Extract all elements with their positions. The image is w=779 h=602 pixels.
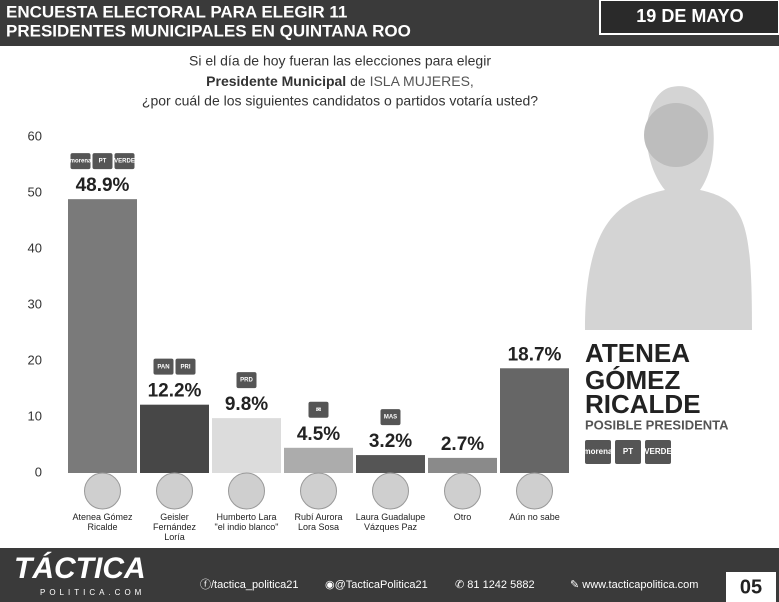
party-logo-box bbox=[175, 358, 196, 375]
party-logo-box bbox=[380, 409, 401, 426]
avatar bbox=[228, 472, 265, 510]
party-logo-box bbox=[92, 153, 113, 170]
x-tick-label: Atenea Gómez Ricalde bbox=[72, 512, 133, 532]
bar bbox=[68, 199, 137, 473]
avatar bbox=[444, 472, 481, 510]
title-line: PRESIDENTES MUNICIPALES EN QUINTANA ROO bbox=[6, 21, 411, 40]
bar bbox=[140, 404, 209, 473]
candidate-photo-head bbox=[644, 103, 708, 167]
bar bbox=[284, 447, 353, 473]
bar bbox=[428, 457, 497, 473]
page-box bbox=[726, 572, 776, 602]
y-tick-label: 40 bbox=[28, 240, 42, 255]
value-label: 2.7% bbox=[441, 434, 484, 455]
y-tick-label: 50 bbox=[28, 184, 42, 199]
question-mid: de bbox=[350, 73, 366, 89]
x-tick-label: Rubí Aurora Lora Sosa bbox=[294, 512, 343, 532]
party-logo-box bbox=[236, 372, 257, 389]
bar bbox=[356, 455, 425, 473]
page-number: 05 bbox=[740, 576, 762, 598]
featured-role: POSIBLE PRESIDENTA bbox=[585, 417, 729, 432]
y-tick-label: 0 bbox=[35, 464, 42, 479]
bar bbox=[212, 418, 281, 473]
y-tick-label: 10 bbox=[28, 408, 42, 423]
value-label: 12.2% bbox=[148, 381, 202, 402]
question: Si el día de hoy fueran las elecciones p… bbox=[189, 53, 491, 69]
party-logo: morena bbox=[584, 447, 613, 456]
facebook: ⓕ/tactica_politica21 bbox=[200, 578, 298, 591]
avatar bbox=[300, 472, 337, 510]
brand: TÁCTICA bbox=[14, 551, 146, 585]
brand-sub: POLITICA.COM bbox=[40, 588, 145, 597]
question-bold: Presidente Municipal bbox=[206, 73, 346, 89]
featured-name: GÓMEZ bbox=[585, 365, 680, 395]
facebook-handle: /tactica_politica21 bbox=[211, 579, 298, 591]
twitter: ◉@TacticaPolitica21 bbox=[325, 579, 428, 591]
party-logo: PRI bbox=[180, 364, 190, 370]
date: 19 DE MAYO bbox=[636, 6, 743, 26]
date-box bbox=[599, 0, 779, 35]
party-logo: VERDE bbox=[644, 447, 672, 456]
party-logo-box bbox=[615, 440, 641, 464]
value-label: 18.7% bbox=[508, 344, 562, 365]
party-logo: PRD bbox=[240, 378, 253, 384]
web-url: www.tacticapolitica.com bbox=[581, 579, 698, 591]
phone: ✆ 81 1242 5882 bbox=[455, 579, 535, 591]
party-logo: PT bbox=[99, 159, 107, 165]
footer-band bbox=[0, 548, 779, 602]
party-logo: morena bbox=[70, 159, 92, 165]
featured-name: ATENEA bbox=[585, 338, 690, 368]
party-logo: ✉ bbox=[316, 407, 321, 413]
twitter-handle: @TacticaPolitica21 bbox=[335, 579, 428, 591]
party-logo: PAN bbox=[157, 364, 169, 370]
bar bbox=[500, 368, 569, 473]
y-tick-label: 60 bbox=[28, 128, 42, 143]
y-tick-label: 20 bbox=[28, 352, 42, 367]
x-tick-label: Humberto Lara "el indio blanco" bbox=[214, 512, 279, 532]
party-logo-box bbox=[70, 153, 91, 170]
value-label: 4.5% bbox=[297, 424, 340, 445]
party-logo-box bbox=[308, 401, 329, 418]
party-logo-box bbox=[585, 440, 611, 464]
value-label: 3.2% bbox=[369, 431, 412, 452]
value-label: 48.9% bbox=[76, 175, 130, 196]
party-logo: VERDE bbox=[114, 159, 135, 165]
avatar bbox=[372, 472, 409, 510]
question-place: ISLA MUJERES, bbox=[370, 73, 474, 89]
x-tick-label: Laura Guadalupe Vázques Paz bbox=[355, 512, 426, 532]
party-logo-box bbox=[153, 358, 174, 375]
party-logo: MAS bbox=[384, 415, 397, 421]
y-tick-label: 30 bbox=[28, 296, 42, 311]
value-label: 9.8% bbox=[225, 394, 268, 415]
featured-name: RICALDE bbox=[585, 389, 701, 419]
candidate-photo bbox=[585, 86, 752, 331]
avatar bbox=[84, 472, 121, 510]
x-tick-label: Aún no sabe bbox=[509, 512, 560, 522]
title-line: ENCUESTA ELECTORAL PARA ELEGIR 11 bbox=[6, 2, 347, 21]
avatar bbox=[156, 472, 193, 510]
x-tick-label: Geisler Fernández Loría bbox=[152, 512, 197, 542]
avatar bbox=[516, 472, 553, 510]
party-logo-box bbox=[645, 440, 671, 464]
party-logo-box bbox=[114, 153, 135, 170]
question: Presidente Municipal de ISLA MUJERES, bbox=[206, 73, 474, 89]
phone-number: 81 1242 5882 bbox=[467, 579, 534, 591]
party-logo: PT bbox=[623, 447, 633, 456]
web: ✎ www.tacticapolitica.com bbox=[570, 579, 698, 591]
x-tick-label: Otro bbox=[453, 512, 472, 522]
question: ¿por cuál de los siguientes candidatos o… bbox=[142, 93, 538, 109]
